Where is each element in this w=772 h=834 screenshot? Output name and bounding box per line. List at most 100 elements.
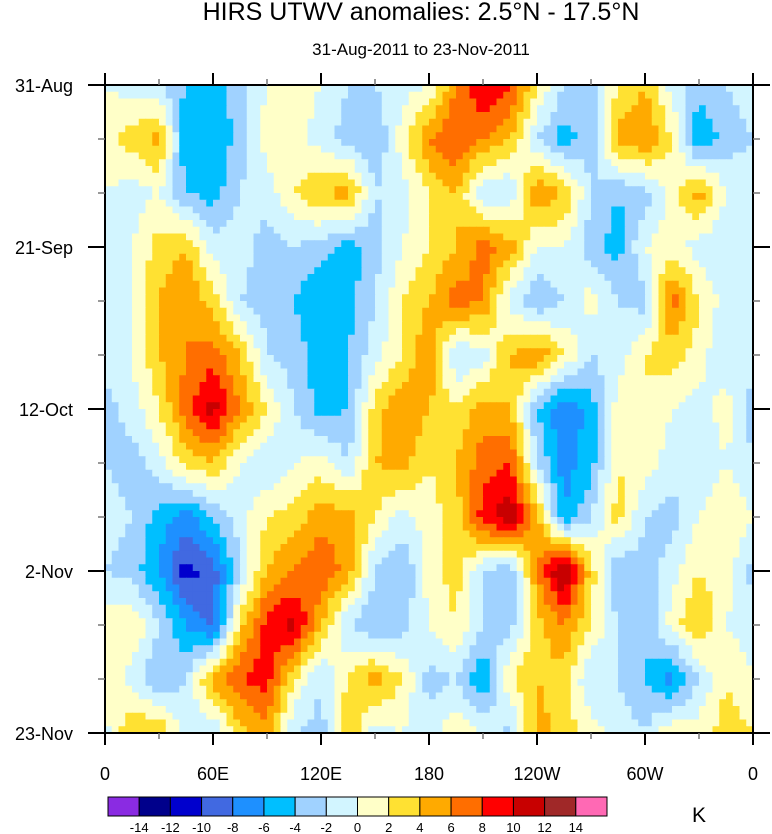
- heatmap-cell: [456, 220, 464, 228]
- heatmap-cell: [678, 220, 687, 228]
- heatmap-cell: [422, 422, 430, 430]
- heatmap-cell: [557, 341, 565, 349]
- heatmap-cell: [111, 91, 120, 100]
- heatmap-cell: [260, 240, 268, 248]
- heatmap-cell: [327, 91, 336, 100]
- heatmap-cell: [570, 159, 579, 167]
- heatmap-cell: [618, 429, 626, 437]
- heatmap-cell: [125, 226, 133, 235]
- heatmap-cell: [260, 91, 268, 100]
- heatmap-cell: [415, 159, 423, 167]
- heatmap-cell: [368, 321, 376, 329]
- heatmap-cell: [267, 145, 275, 154]
- heatmap-cell: [206, 213, 214, 221]
- heatmap-cell: [267, 402, 275, 410]
- heatmap-cell: [604, 213, 612, 221]
- heatmap-cell: [213, 240, 221, 248]
- heatmap-cell: [483, 199, 491, 208]
- heatmap-cell: [307, 233, 315, 241]
- heatmap-cell: [179, 226, 187, 235]
- heatmap-cell: [226, 355, 234, 363]
- heatmap-cell: [550, 240, 558, 248]
- heatmap-cell: [496, 294, 504, 302]
- heatmap-cell: [395, 240, 403, 248]
- heatmap-cell: [307, 132, 315, 140]
- heatmap-cell: [678, 98, 687, 106]
- heatmap-cell: [530, 334, 538, 343]
- heatmap-cell: [132, 334, 140, 343]
- heatmap-cell: [570, 294, 579, 302]
- heatmap-cell: [415, 422, 423, 430]
- heatmap-cell: [138, 253, 147, 262]
- heatmap-cell: [159, 321, 167, 329]
- heatmap-cell: [415, 179, 423, 187]
- heatmap-cell: [435, 307, 444, 316]
- heatmap-cell: [111, 314, 120, 322]
- heatmap-cell: [402, 422, 410, 430]
- heatmap-cell: [105, 375, 113, 383]
- heatmap-cell: [395, 334, 403, 343]
- heatmap-cell: [321, 179, 329, 187]
- heatmap-cell: [516, 422, 525, 430]
- heatmap-cell: [145, 395, 153, 403]
- heatmap-cell: [665, 260, 673, 268]
- heatmap-cell: [732, 247, 741, 255]
- heatmap-cell: [314, 361, 322, 370]
- heatmap-cell: [705, 220, 714, 228]
- heatmap-cell: [746, 152, 754, 160]
- heatmap-cell: [348, 159, 356, 167]
- heatmap-cell: [692, 402, 700, 410]
- heatmap-cell: [253, 105, 261, 113]
- heatmap-cell: [557, 85, 565, 93]
- heatmap-cell: [294, 307, 302, 316]
- heatmap-cell: [489, 307, 498, 316]
- heatmap-cell: [597, 409, 606, 417]
- heatmap-cell: [138, 274, 147, 282]
- heatmap-cell: [354, 314, 363, 322]
- heatmap-cell: [462, 314, 471, 322]
- heatmap-cell: [395, 402, 403, 410]
- heatmap-cell: [199, 388, 207, 397]
- heatmap-cell: [260, 179, 268, 187]
- heatmap-cell: [199, 213, 207, 221]
- heatmap-cell: [415, 253, 423, 262]
- heatmap-cell: [584, 341, 592, 349]
- heatmap-cell: [435, 388, 444, 397]
- heatmap-cell: [429, 280, 437, 289]
- heatmap-cell: [267, 159, 275, 167]
- heatmap-cell: [300, 233, 309, 241]
- heatmap-cell: [253, 145, 261, 154]
- heatmap-cell: [591, 247, 599, 255]
- heatmap-cell: [152, 159, 160, 167]
- heatmap-cell: [219, 260, 228, 268]
- heatmap-cell: [442, 429, 450, 437]
- heatmap-cell: [672, 213, 680, 221]
- heatmap-cell: [496, 172, 504, 181]
- heatmap-cell: [354, 85, 363, 93]
- heatmap-cell: [287, 260, 295, 268]
- heatmap-cell: [726, 395, 734, 403]
- heatmap-cell: [375, 307, 383, 316]
- heatmap-cell: [368, 429, 376, 437]
- heatmap-cell: [192, 314, 201, 322]
- heatmap-cell: [435, 314, 444, 322]
- heatmap-cell: [226, 247, 234, 255]
- heatmap-cell: [213, 415, 221, 424]
- heatmap-cell: [449, 355, 457, 363]
- heatmap-cell: [726, 307, 734, 316]
- heatmap-cell: [645, 118, 653, 127]
- heatmap-cell: [354, 409, 363, 417]
- heatmap-cell: [307, 321, 315, 329]
- heatmap-cell: [624, 361, 633, 370]
- heatmap-cell: [321, 294, 329, 302]
- heatmap-cell: [105, 429, 113, 437]
- heatmap-cell: [462, 152, 471, 160]
- heatmap-cell: [645, 125, 653, 133]
- heatmap-cell: [712, 179, 720, 187]
- heatmap-cell: [726, 321, 734, 329]
- heatmap-cell: [226, 125, 234, 133]
- heatmap-cell: [334, 334, 342, 343]
- heatmap-cell: [658, 199, 666, 208]
- heatmap-cell: [314, 159, 322, 167]
- heatmap-cell: [557, 328, 565, 336]
